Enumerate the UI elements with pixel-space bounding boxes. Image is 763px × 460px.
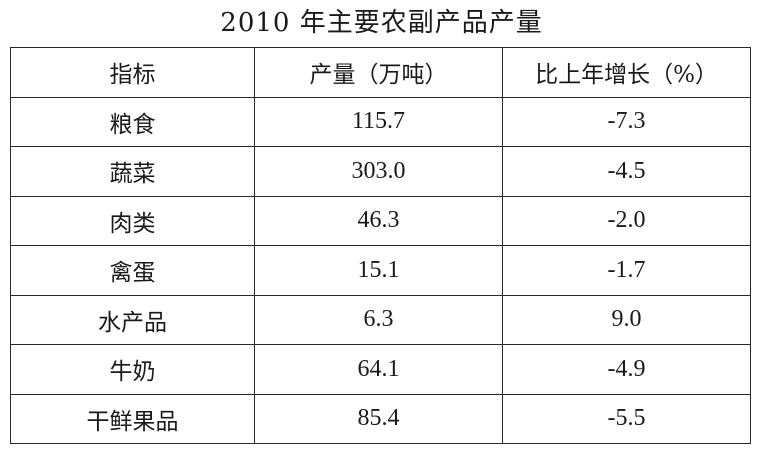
table-row: 水产品 6.3 9.0: [10, 294, 751, 345]
header-output: 产量（万吨）: [254, 47, 503, 98]
growth-cell: -2.0: [502, 195, 751, 246]
indicator-cell: 粮食: [10, 96, 255, 147]
growth-cell: 9.0: [502, 294, 751, 345]
growth-cell: -7.3: [502, 96, 751, 147]
table-row: 蔬菜 303.0 -4.5: [10, 146, 751, 197]
header-indicator: 指标: [10, 47, 255, 98]
output-cell: 46.3: [254, 195, 503, 246]
indicator-cell: 水产品: [10, 294, 255, 345]
growth-cell: -5.5: [502, 393, 751, 444]
table-row: 干鲜果品 85.4 -5.5: [10, 393, 751, 444]
output-cell: 115.7: [254, 96, 503, 147]
output-cell: 64.1: [254, 344, 503, 395]
indicator-cell: 干鲜果品: [10, 393, 255, 444]
table-row: 粮食 115.7 -7.3: [10, 96, 751, 147]
header-row: 指标 产量（万吨） 比上年增长（%）: [10, 47, 751, 98]
indicator-cell: 牛奶: [10, 344, 255, 395]
table-row: 肉类 46.3 -2.0: [10, 195, 751, 246]
header-growth: 比上年增长（%）: [502, 47, 751, 98]
growth-cell: -4.9: [502, 344, 751, 395]
table-title: 2010 年主要农副产品产量: [220, 8, 543, 38]
growth-cell: -4.5: [502, 146, 751, 197]
output-cell: 15.1: [254, 245, 503, 296]
output-cell: 6.3: [254, 294, 503, 345]
indicator-cell: 肉类: [10, 195, 255, 246]
growth-cell: -1.7: [502, 245, 751, 296]
output-cell: 303.0: [254, 146, 503, 197]
output-cell: 85.4: [254, 393, 503, 444]
production-table: 指标 产量（万吨） 比上年增长（%） 粮食 115.7 -7.3 蔬菜 303.…: [10, 47, 751, 444]
indicator-cell: 禽蛋: [10, 245, 255, 296]
table-row: 牛奶 64.1 -4.9: [10, 344, 751, 395]
indicator-cell: 蔬菜: [10, 146, 255, 197]
table-row: 禽蛋 15.1 -1.7: [10, 245, 751, 296]
